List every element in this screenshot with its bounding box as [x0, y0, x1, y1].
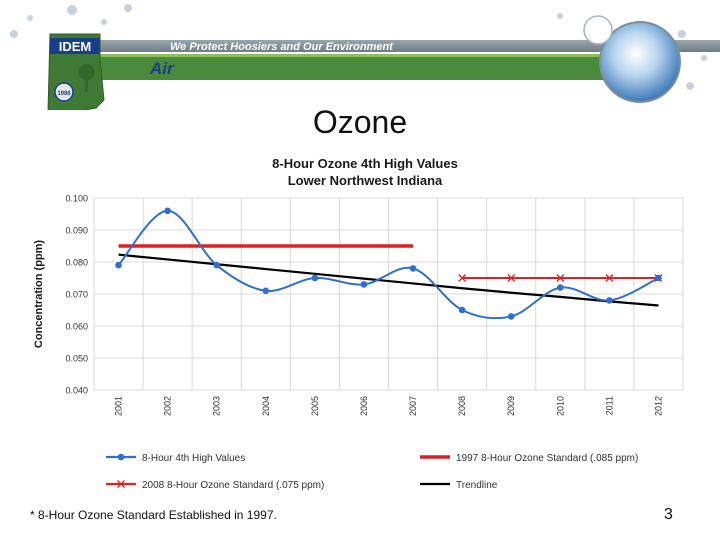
data-point	[360, 281, 368, 288]
legend-marker	[117, 480, 125, 488]
x-tick-label: 2007	[408, 396, 418, 416]
data-point	[262, 287, 270, 295]
x-tick-label: 2003	[212, 396, 222, 416]
x-tick-label: 2006	[359, 396, 369, 416]
legend-item: Trendline	[420, 480, 498, 491]
y-axis-label: Concentration (ppm)	[33, 240, 45, 348]
data-point	[606, 297, 613, 304]
x-axis-ticks: 2001 2002 2003 2004 2005 2006 2007 2008 2009 2010…	[114, 396, 664, 416]
legend-item: 2008 8-Hour Ozone Standard (.075 ppm)	[106, 480, 324, 491]
x-marker	[556, 274, 565, 282]
x-tick-label: 2005	[310, 396, 320, 416]
x-tick-label: 2002	[163, 396, 173, 416]
idem-seal-text: 1986	[57, 91, 71, 97]
tagline-text: We Protect Hoosiers and Our Environment	[170, 41, 394, 53]
section-band	[100, 54, 620, 80]
chart-series	[115, 207, 663, 320]
x-marker-stroke	[458, 274, 467, 282]
x-tick-label: 2004	[261, 396, 271, 416]
x-marker	[507, 274, 516, 282]
y-tick-label: 0.100	[65, 194, 88, 204]
footnote: * 8-Hour Ozone Standard Established in 1…	[30, 508, 277, 522]
y-tick-label: 0.050	[65, 354, 88, 364]
y-tick-label: 0.070	[65, 290, 88, 300]
x-tick-label: 2011	[604, 396, 614, 415]
sky-bubble-small	[583, 15, 613, 45]
x-tick-label: 2010	[555, 396, 565, 416]
idem-logo-box	[50, 38, 100, 54]
x-marker-stroke	[605, 274, 614, 282]
y-tick-label: 0.090	[65, 226, 88, 236]
x-tick-label: 2008	[457, 396, 467, 416]
x-marker-stroke	[556, 274, 565, 282]
x-marker	[458, 274, 467, 282]
data-point	[458, 306, 466, 314]
legend-label: Trendline	[456, 480, 498, 491]
chart-titles: 8-Hour Ozone 4th High Values Lower Northw…	[33, 156, 458, 348]
y-tick-label: 0.080	[65, 258, 88, 268]
y-tick-label: 0.040	[65, 386, 88, 396]
data-point	[311, 274, 319, 282]
idem-air-banner: We Protect Hoosiers and Our Environment …	[10, 4, 720, 110]
legend-label: 2008 8-Hour Ozone Standard (.075 ppm)	[142, 480, 324, 491]
data-point	[655, 274, 662, 282]
idem-seal	[54, 82, 74, 102]
section-label: Air	[149, 59, 175, 78]
series-line-trendline	[118, 253, 659, 307]
data-point	[556, 284, 564, 291]
ozone-chart: 8-Hour Ozone 4th High Values Lower Northw…	[33, 156, 684, 491]
section-band-highlight	[100, 54, 620, 57]
chart-title: 8-Hour Ozone 4th High Values	[272, 156, 458, 171]
legend-item: 8-Hour 4th High Values	[106, 453, 245, 464]
idem-logo-text: IDEM	[59, 39, 92, 54]
x-tick-label: 2012	[653, 396, 663, 416]
data-point	[213, 261, 221, 269]
legend-label: 8-Hour 4th High Values	[142, 453, 245, 464]
sky-photo	[599, 21, 681, 103]
tree-icon	[78, 64, 95, 92]
y-tick-label: 0.060	[65, 322, 88, 332]
x-marker	[605, 274, 614, 282]
tagline-bar	[100, 40, 720, 52]
legend-marker	[117, 453, 125, 461]
data-point	[507, 313, 515, 320]
x-tick-label: 2001	[114, 396, 124, 416]
slide-title: Ozone	[312, 104, 408, 140]
x-tick-label: 2009	[506, 396, 516, 416]
legend-label: 1997 8-Hour Ozone Standard (.085 ppm)	[456, 453, 638, 464]
chart-legend: 8-Hour 4th High Values 1997 8-Hour Ozone …	[106, 453, 638, 491]
x-marker-stroke	[507, 274, 516, 282]
data-point	[115, 261, 122, 269]
chart-subtitle: Lower Northwest Indiana	[288, 173, 443, 188]
y-axis-ticks: 0.040 0.050 0.060 0.070 0.080 0.090 0.100	[65, 194, 88, 396]
data-point	[409, 265, 417, 272]
page-number: 3	[664, 506, 673, 523]
data-point	[164, 207, 171, 215]
chart-grid	[93, 197, 684, 391]
legend-item: 1997 8-Hour Ozone Standard (.085 ppm)	[420, 453, 638, 464]
